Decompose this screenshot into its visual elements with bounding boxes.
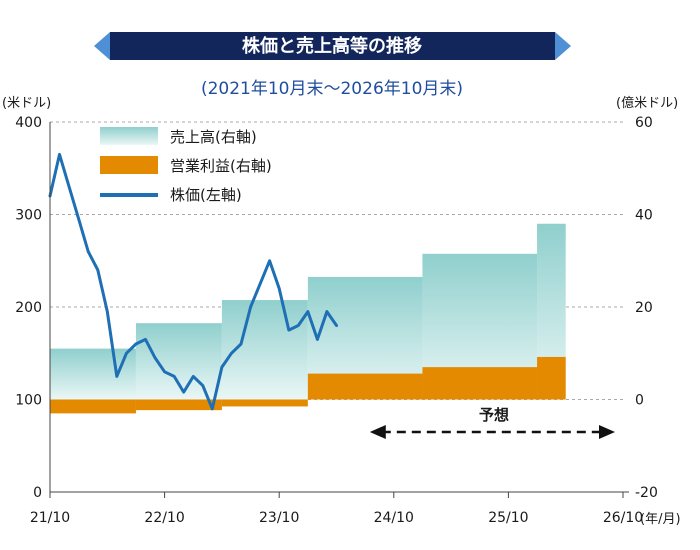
stock-price-point-8 <box>125 352 128 355</box>
stock-price-point-19 <box>230 352 233 355</box>
legend-swatch-revenue <box>100 127 158 145</box>
y-right-tick-label-60: 60 <box>635 115 653 131</box>
revenue-bar-0 <box>50 348 136 400</box>
title-banner-right-arrow <box>555 32 571 60</box>
y-left-tick-label-300: 300 <box>15 208 42 224</box>
y-left-tick-label-0: 0 <box>33 485 42 501</box>
stock-price-point-30 <box>335 324 338 327</box>
title-banner: 株価と売上高等の推移 <box>94 32 571 60</box>
stock-price-point-27 <box>307 310 309 313</box>
stock-price-point-12 <box>163 370 166 373</box>
operating-profit-bar-2 <box>221 399 308 407</box>
x-tick-label-2: 23/10 <box>259 510 299 526</box>
forecast-arrow-right <box>599 425 615 439</box>
stock-price-point-15 <box>192 375 195 378</box>
x-tick-label-1: 22/10 <box>144 510 184 526</box>
y-right-tick-label-0: 0 <box>635 393 644 409</box>
y-right-unit: (億米ドル) <box>616 95 678 111</box>
revenue-bar-1 <box>135 323 222 400</box>
stock-price-point-25 <box>287 329 290 331</box>
stock-price-point-16 <box>202 384 204 387</box>
stock-price-point-20 <box>240 343 242 345</box>
stock-price-point-17 <box>211 407 214 410</box>
stock-price-point-23 <box>268 259 271 262</box>
operating-profit-bar-1 <box>135 399 222 411</box>
stock-price-point-24 <box>278 287 281 290</box>
x-unit: (年/月) <box>640 512 681 527</box>
stock-price-point-10 <box>144 338 147 341</box>
x-tick-label-0: 21/10 <box>30 510 70 526</box>
legend: 売上高(右軸) 営業利益(右軸) 株価(左軸) <box>100 127 272 204</box>
y-left-tick-label-100: 100 <box>15 393 42 409</box>
legend-label-operating-profit: 営業利益(右軸) <box>170 157 272 175</box>
stock-price-point-13 <box>173 375 175 378</box>
operating-profit-bar-3 <box>307 373 423 400</box>
stock-price-series <box>48 152 338 411</box>
forecast-label: 予想 <box>479 406 509 424</box>
stock-price-point-2 <box>68 185 70 188</box>
title-banner-bar <box>110 32 555 60</box>
axes: 0 100 200 300 400 -20 0 20 40 60 21/10 22/10 23/10 24… <box>15 115 658 526</box>
x-tick-label-3: 24/10 <box>374 510 414 526</box>
operating-profit-bar-5 <box>537 356 566 400</box>
forecast-arrow-left <box>369 425 386 439</box>
title-banner-left-arrow <box>94 32 110 60</box>
legend-label-stock-price: 株価(左軸) <box>170 186 242 204</box>
legend-label-revenue: 売上高(右軸) <box>170 128 257 146</box>
operating-profit-series <box>50 356 566 414</box>
chart-title: 株価と売上高等の推移 <box>242 35 422 57</box>
stock-price-point-5 <box>96 269 99 271</box>
stock-price-point-14 <box>182 391 185 393</box>
stock-price-point-6 <box>106 310 109 313</box>
y-right-tick-label--20: -20 <box>635 485 658 501</box>
stock-price-point-1 <box>58 153 61 156</box>
stock-price-point-26 <box>297 324 300 327</box>
stock-price-point-11 <box>154 357 156 359</box>
x-tick-label-5: 26/10 <box>603 510 643 526</box>
x-tick-label-4: 25/10 <box>488 510 528 526</box>
stock-price-point-9 <box>135 343 137 345</box>
stock-price-point-28 <box>316 338 319 341</box>
y-right-tick-label-20: 20 <box>635 300 653 316</box>
operating-profit-bar-4 <box>422 367 538 400</box>
stock-price-point-22 <box>259 283 261 285</box>
stock-price-point-4 <box>87 250 89 253</box>
legend-swatch-operating-profit <box>100 156 158 174</box>
chart-subtitle: (2021年10月末〜2026年10月末) <box>201 79 463 99</box>
stock-price-point-21 <box>249 306 252 308</box>
y-left-tick-label-200: 200 <box>15 300 42 316</box>
forecast-annotation: 予想 <box>369 406 615 439</box>
operating-profit-bar-0 <box>50 399 136 414</box>
stock-price-point-3 <box>77 218 80 220</box>
y-left-tick-label-400: 400 <box>15 115 42 131</box>
stock-price-point-7 <box>116 375 118 378</box>
stock-price-point-18 <box>221 366 223 368</box>
stock-price-point-29 <box>326 310 328 313</box>
y-left-unit: (米ドル) <box>2 96 51 111</box>
y-right-tick-label-40: 40 <box>635 208 653 224</box>
